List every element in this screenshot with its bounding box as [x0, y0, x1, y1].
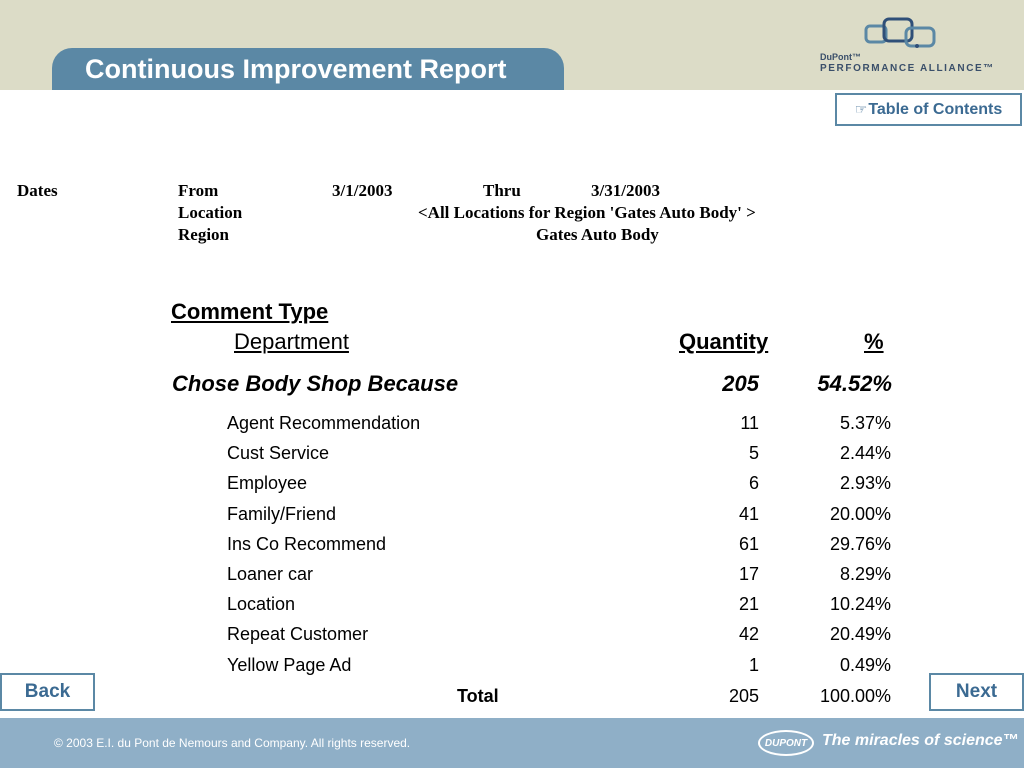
page-title: Continuous Improvement Report — [85, 54, 507, 84]
row-label: Agent Recommendation — [227, 413, 421, 433]
department-header: Department — [234, 329, 349, 354]
table-row: Yellow Page Ad 1 0.49% — [0, 655, 1024, 685]
total-percent: 100.00% — [819, 686, 891, 706]
header-band: Continuous Improvement Report DuPont™ PE… — [0, 0, 1024, 90]
row-label: Employee — [227, 473, 308, 494]
title-tab: Continuous Improvement Report — [52, 48, 564, 90]
back-button[interactable]: Back — [0, 673, 95, 711]
logo-alliance-text: PERFORMANCE ALLIANCE™ — [820, 63, 995, 74]
group-percent: 54.52% — [817, 371, 892, 396]
hand-pointer-icon: ☞ — [854, 101, 868, 117]
row-quantity: 41 — [738, 503, 759, 524]
row-quantity: 6 — [748, 473, 759, 494]
copyright-text: © 2003 E.I. du Pont de Nemours and Compa… — [54, 736, 411, 750]
row-percent: 20.00% — [829, 503, 891, 524]
from-label: From — [178, 181, 219, 200]
row-quantity: 17 — [738, 564, 759, 584]
toc-label: Table of Contents — [868, 100, 1003, 118]
logo-brand-text: DuPont™ — [820, 52, 861, 62]
thru-label: Thru — [483, 181, 521, 200]
row-percent: 8.29% — [839, 564, 891, 584]
linked-squares-icon — [864, 17, 936, 48]
row-label: Repeat Customer — [227, 624, 369, 645]
total-row: Total 205 100.00% — [0, 686, 1024, 716]
table-row: Employee 6 2.93% — [0, 473, 1024, 503]
location-label: Location — [178, 203, 243, 222]
row-percent: 0.49% — [839, 654, 891, 675]
quantity-header: Quantity — [679, 329, 769, 354]
performance-alliance-logo: DuPont™ PERFORMANCE ALLIANCE™ — [820, 16, 1000, 80]
next-button[interactable]: Next — [929, 673, 1024, 711]
from-value: 3/1/2003 — [332, 181, 393, 200]
row-quantity: 11 — [740, 413, 759, 433]
row-quantity: 5 — [748, 443, 759, 464]
dupont-oval-logo: DUPONT — [758, 730, 814, 756]
tagline: The miracles of science™ — [822, 732, 1019, 749]
row-percent: 2.44% — [839, 443, 891, 464]
row-quantity: 61 — [738, 533, 759, 554]
row-percent: 5.37% — [839, 413, 891, 433]
region-label: Region — [178, 225, 229, 244]
footer-band: © 2003 E.I. du Pont de Nemours and Compa… — [0, 718, 1024, 768]
row-quantity: 1 — [748, 654, 759, 675]
percent-header: % — [864, 329, 884, 354]
row-label: Location — [227, 594, 296, 615]
thru-value: 3/31/2003 — [591, 181, 660, 200]
row-percent: 20.49% — [829, 624, 891, 645]
row-percent: 10.24% — [829, 594, 891, 615]
row-label: Loaner car — [227, 564, 314, 584]
location-value: <All Locations for Region 'Gates Auto Bo… — [418, 203, 756, 222]
table-of-contents-button[interactable]: ☞ Table of Contents — [835, 93, 1022, 126]
comment-type-header: Comment Type — [171, 299, 329, 324]
dates-label: Dates — [17, 181, 58, 200]
table-row: Repeat Customer 42 20.49% — [0, 624, 1024, 654]
row-percent: 29.76% — [829, 533, 891, 554]
table-row: Family/Friend 41 20.00% — [0, 504, 1024, 534]
table-row: Ins Co Recommend 61 29.76% — [0, 534, 1024, 564]
region-value: Gates Auto Body — [536, 225, 659, 244]
total-quantity: 205 — [728, 686, 759, 706]
group-quantity: 205 — [722, 371, 759, 396]
row-percent: 2.93% — [839, 473, 891, 494]
total-label: Total — [457, 686, 499, 706]
row-label: Ins Co Recommend — [227, 533, 387, 554]
table-row: Location 21 10.24% — [0, 594, 1024, 624]
row-label: Cust Service — [227, 443, 330, 464]
table-row: Loaner car 17 8.29% — [0, 564, 1024, 594]
table-row: Agent Recommendation 11 5.37% — [0, 413, 1024, 443]
row-quantity: 21 — [738, 594, 759, 615]
row-quantity: 42 — [738, 624, 759, 645]
row-label: Family/Friend — [227, 503, 337, 524]
group-name: Chose Body Shop Because — [172, 371, 459, 396]
row-label: Yellow Page Ad — [227, 654, 352, 675]
table-row: Cust Service 5 2.44% — [0, 443, 1024, 473]
